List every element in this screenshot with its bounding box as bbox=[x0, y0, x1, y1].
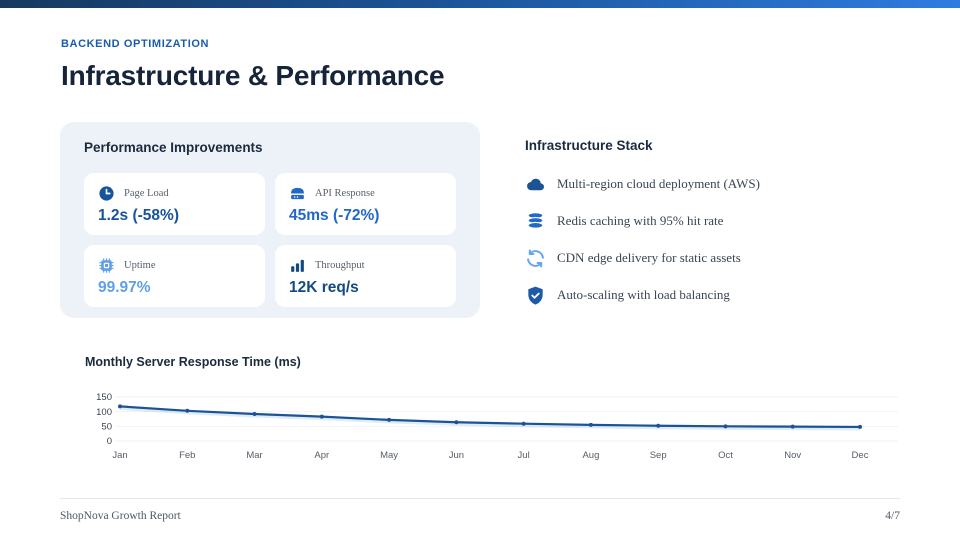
metric-grid: Page Load 1.2s (-58%) API Response 45ms … bbox=[84, 173, 456, 307]
chart-title: Monthly Server Response Time (ms) bbox=[85, 355, 301, 369]
shield-check-icon bbox=[525, 285, 546, 306]
x-axis-tick: Nov bbox=[784, 450, 801, 461]
performance-heading: Performance Improvements bbox=[84, 140, 263, 155]
y-axis-tick: 0 bbox=[107, 436, 112, 447]
stack-item-cdn: CDN edge delivery for static assets bbox=[525, 247, 900, 269]
response-time-series-line bbox=[118, 405, 862, 429]
response-time-line-chart: 0 50 100 150 Jan Feb Mar Apr May Jun Jul Aug Sep Oct N… bbox=[96, 392, 898, 461]
x-axis-tick: Jul bbox=[518, 450, 530, 461]
metric-value: 12K req/s bbox=[289, 279, 359, 296]
infrastructure-stack: Infrastructure Stack Multi-region cloud … bbox=[525, 122, 900, 321]
x-axis-tick: Dec bbox=[852, 450, 869, 461]
performance-panel: Performance Improvements Page Load 1.2s … bbox=[60, 122, 480, 318]
data-point bbox=[723, 424, 728, 429]
stack-item-text: Auto-scaling with load balancing bbox=[557, 287, 730, 302]
y-axis-tick: 50 bbox=[101, 422, 112, 433]
footer-report-name: ShopNova Growth Report bbox=[60, 510, 181, 522]
data-point bbox=[319, 414, 324, 419]
metric-label: Uptime bbox=[124, 260, 156, 271]
footer-page-number: 4/7 bbox=[885, 510, 900, 522]
page-title: Infrastructure & Performance bbox=[61, 60, 445, 91]
cpu-icon bbox=[98, 257, 115, 274]
data-point bbox=[790, 424, 795, 429]
x-axis-tick: Apr bbox=[314, 450, 329, 461]
x-axis-tick: Oct bbox=[718, 450, 733, 461]
database-icon bbox=[525, 211, 546, 232]
data-point bbox=[118, 404, 122, 409]
data-point bbox=[252, 412, 257, 417]
chart-section: Monthly Server Response Time (ms) 0 50 100… bbox=[85, 355, 900, 463]
server-icon bbox=[289, 185, 306, 202]
stack-item-text: Multi-region cloud deployment (AWS) bbox=[557, 176, 760, 191]
stack-list: Multi-region cloud deployment (AWS) Redi… bbox=[525, 173, 900, 306]
data-point bbox=[588, 422, 593, 427]
stack-item-text: Redis caching with 95% hit rate bbox=[557, 213, 724, 228]
x-axis-tick: Mar bbox=[246, 450, 262, 461]
metric-label: Throughput bbox=[315, 260, 365, 271]
metric-value: 1.2s (-58%) bbox=[98, 207, 179, 224]
data-point bbox=[656, 423, 661, 428]
x-axis-tick: Jan bbox=[112, 450, 127, 461]
bar-chart-icon bbox=[289, 257, 306, 274]
data-point bbox=[454, 420, 459, 425]
cloud-icon bbox=[525, 174, 546, 195]
y-axis-tick: 150 bbox=[96, 392, 112, 403]
x-axis-tick: Jun bbox=[449, 450, 464, 461]
data-point bbox=[185, 408, 190, 413]
data-point bbox=[387, 417, 392, 422]
section-kicker: BACKEND OPTIMIZATION bbox=[61, 38, 210, 50]
metric-card-throughput: Throughput 12K req/s bbox=[275, 245, 456, 307]
x-axis-tick: Sep bbox=[650, 450, 667, 461]
x-axis-tick: May bbox=[380, 450, 398, 461]
metric-label: Page Load bbox=[124, 188, 169, 199]
y-axis-tick: 100 bbox=[96, 407, 112, 418]
metric-card-api-response: API Response 45ms (-72%) bbox=[275, 173, 456, 235]
x-axis-tick: Feb bbox=[179, 450, 195, 461]
data-point bbox=[521, 421, 526, 426]
stack-item-database: Redis caching with 95% hit rate bbox=[525, 210, 900, 232]
x-axis-tick: Aug bbox=[582, 450, 599, 461]
stack-item-autoscaling: Auto-scaling with load balancing bbox=[525, 284, 900, 306]
metric-card-page-load: Page Load 1.2s (-58%) bbox=[84, 173, 265, 235]
metric-value: 45ms (-72%) bbox=[289, 207, 380, 224]
metric-label: API Response bbox=[315, 188, 375, 199]
top-accent-bar bbox=[0, 0, 960, 8]
stack-item-text: CDN edge delivery for static assets bbox=[557, 250, 741, 265]
stack-item-cloud: Multi-region cloud deployment (AWS) bbox=[525, 173, 900, 195]
infrastructure-heading: Infrastructure Stack bbox=[525, 138, 653, 153]
metric-card-uptime: Uptime 99.97% bbox=[84, 245, 265, 307]
clock-icon bbox=[98, 185, 115, 202]
metric-value: 99.97% bbox=[98, 279, 151, 296]
refresh-icon bbox=[525, 248, 546, 269]
footer: ShopNova Growth Report 4/7 bbox=[60, 498, 900, 522]
data-point bbox=[858, 424, 862, 429]
